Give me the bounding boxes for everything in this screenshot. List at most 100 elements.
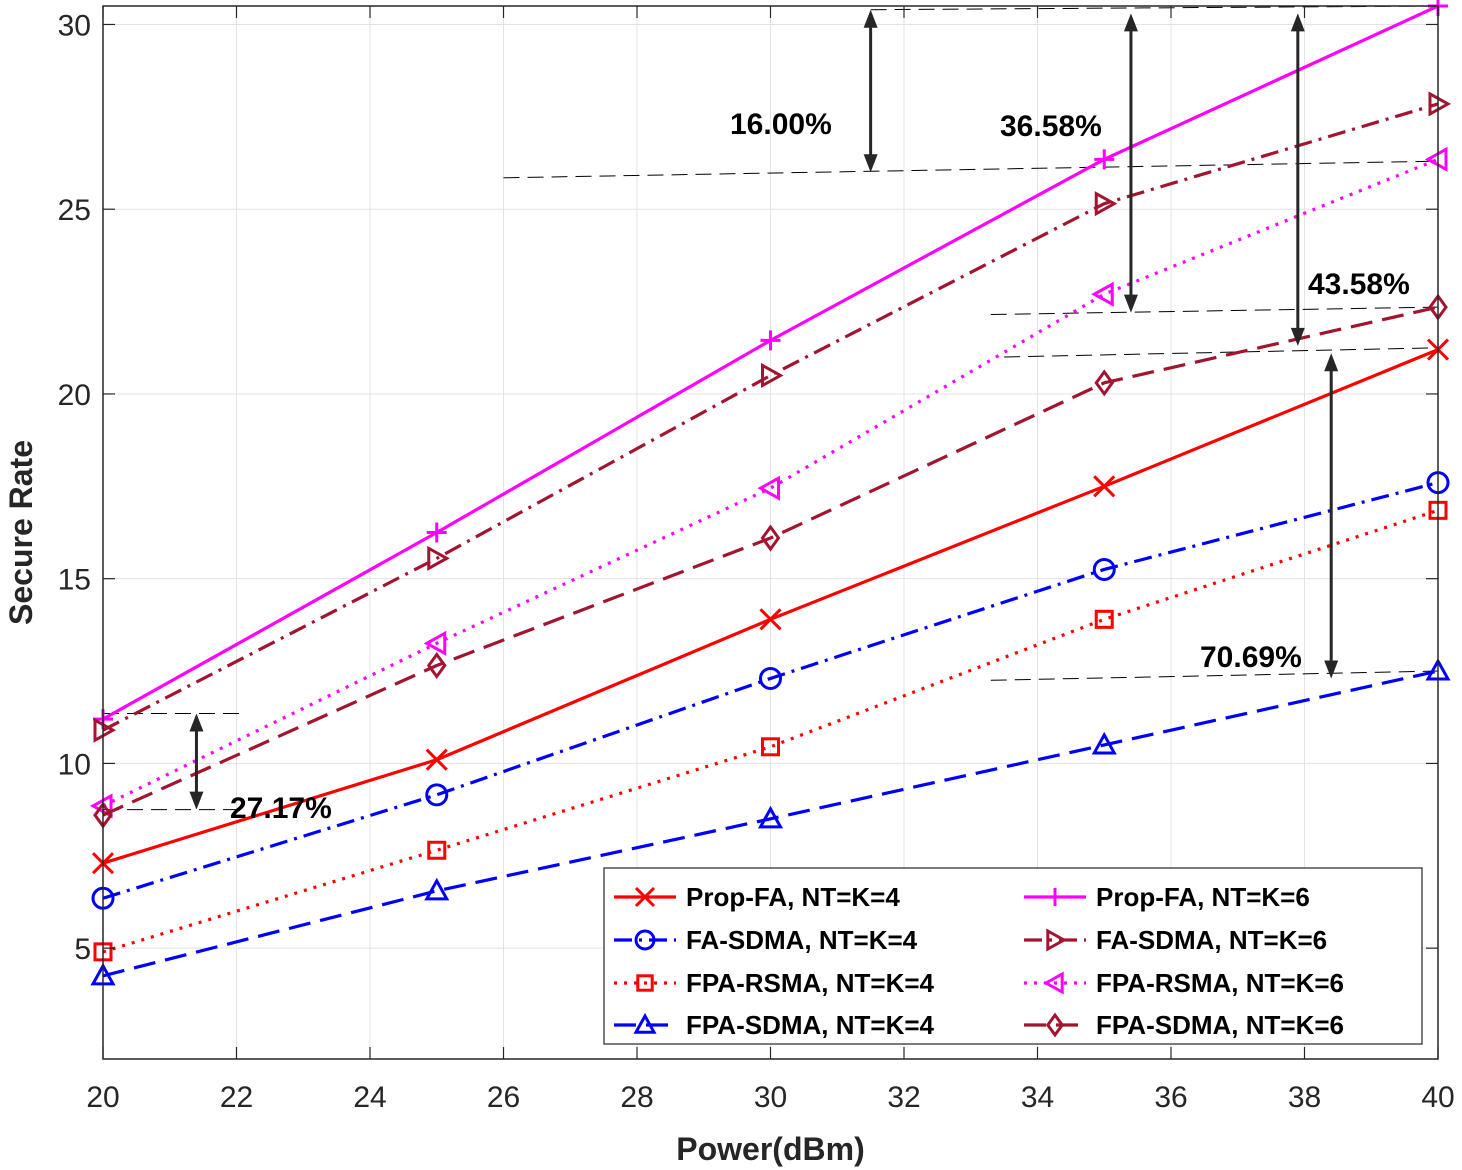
double-arrow	[1290, 13, 1305, 346]
marker-plus	[1046, 888, 1064, 906]
axis-ticks: 20 22 24 26 28 30 32 34 36 38 40 5 10 15 20 25 30	[58, 6, 1455, 1114]
legend-label: FPA-RSMA, NT=K=6	[1096, 968, 1344, 998]
legend-label: Prop-FA, NT=K=6	[1096, 882, 1310, 912]
legend-entry-1: FA-SDMA, NT=K=4	[614, 925, 918, 955]
series-line	[102, 481, 1439, 900]
marker-triangle-right	[761, 362, 784, 389]
marker-plus	[760, 330, 781, 351]
marker-square	[636, 974, 654, 992]
arrow-head-bottom	[863, 154, 878, 173]
marker-triangle-right	[1094, 191, 1118, 217]
legend-label: FA-SDMA, NT=K=6	[1096, 925, 1327, 955]
legend-entry-4: Prop-FA, NT=K=6	[1024, 882, 1310, 912]
marker-triangle-left	[423, 630, 447, 656]
y-tick-label: 30	[58, 9, 91, 42]
legend-label: FPA-RSMA, NT=K=4	[686, 968, 935, 998]
series-4	[93, 0, 1448, 730]
series-0	[91, 338, 1450, 875]
x-tick-label: 36	[1154, 1081, 1187, 1114]
arrow-head-bottom	[1290, 327, 1305, 346]
x-axis-label: Power(dBm)	[676, 1131, 864, 1167]
annotation-27-17: 27.17%	[230, 792, 332, 825]
marker-triangle-up	[424, 877, 450, 901]
marker-circle	[634, 929, 656, 951]
annotation-43-58: 43.58%	[1308, 268, 1410, 301]
marker-triangle-left	[1424, 146, 1448, 172]
series-line	[102, 508, 1439, 954]
legend-entry-0: Prop-FA, NT=K=4	[614, 882, 900, 912]
arrow-head-top	[1123, 13, 1138, 32]
x-tick-label: 26	[487, 1081, 520, 1114]
x-tick-label: 22	[220, 1081, 253, 1114]
x-tick-label: 30	[754, 1081, 787, 1114]
double-arrow	[863, 9, 878, 173]
y-tick-label: 10	[58, 748, 91, 781]
marker-triangle-right	[427, 545, 450, 571]
annotation-36-58: 36.58%	[1000, 110, 1102, 143]
marker-square	[761, 737, 780, 757]
marker-diamond	[426, 651, 447, 680]
marker-triangle-left	[1042, 971, 1064, 995]
legend-label: Prop-FA, NT=K=4	[686, 882, 900, 912]
reference-dashed-line	[503, 160, 1439, 179]
arrow-head-bottom	[189, 791, 204, 810]
reference-dashed-line	[990, 670, 1439, 681]
legend-label: FPA-SDMA, NT=K=6	[1096, 1010, 1344, 1040]
legend-label: FPA-SDMA, NT=K=4	[686, 1010, 935, 1040]
x-tick-label: 34	[1021, 1081, 1054, 1114]
marker-triangle-left	[89, 793, 113, 819]
double-arrow	[1123, 13, 1138, 313]
legend-entry-5: FA-SDMA, NT=K=6	[1024, 925, 1327, 955]
series-line	[102, 305, 1439, 817]
series-line	[102, 669, 1439, 978]
series-7	[93, 293, 1448, 829]
marker-triangle-left	[1091, 281, 1114, 307]
legend-entry-3: FPA-SDMA, NT=K=4	[614, 1010, 935, 1040]
double-arrow	[189, 713, 204, 810]
y-tick-label: 20	[58, 379, 91, 412]
arrow-head-top	[863, 9, 878, 28]
x-tick-label: 32	[887, 1081, 920, 1114]
marker-x	[759, 608, 782, 631]
arrow-head-bottom	[1324, 660, 1339, 679]
y-tick-label: 15	[58, 564, 91, 597]
arrow-head-top	[1324, 353, 1339, 372]
annotation-labels: 16.00% 36.58% 43.58% 70.69% 27.17%	[230, 108, 1410, 825]
x-tick-label: 38	[1288, 1081, 1321, 1114]
x-tick-label: 20	[86, 1081, 119, 1114]
x-tick-label: 40	[1421, 1081, 1454, 1114]
legend-entry-6: FPA-RSMA, NT=K=6	[1024, 968, 1344, 998]
arrow-head-top	[1290, 13, 1305, 32]
marker-triangle-right	[1046, 928, 1068, 952]
marker-x	[1093, 475, 1116, 498]
marker-circle	[1092, 557, 1116, 581]
x-tick-label: 24	[353, 1081, 386, 1114]
marker-diamond	[1094, 369, 1115, 397]
reference-dashed-line	[990, 306, 1439, 316]
legend-entry-2: FPA-RSMA, NT=K=4	[614, 968, 935, 998]
double-arrow	[1324, 353, 1339, 679]
series-5	[93, 91, 1452, 743]
series-6	[89, 146, 1448, 819]
marker-plus	[426, 522, 447, 543]
marker-square	[1094, 609, 1114, 629]
y-tick-label: 5	[74, 933, 91, 966]
marker-triangle-up	[1091, 731, 1117, 755]
reference-dashed-line	[1004, 347, 1439, 358]
marker-square	[427, 840, 447, 860]
y-axis-label: Secure Rate	[3, 440, 39, 625]
marker-x	[425, 748, 448, 771]
marker-plus	[1094, 149, 1115, 170]
reference-lines	[103, 5, 1439, 811]
y-tick-label: 25	[58, 194, 91, 227]
annotation-arrows	[189, 9, 1339, 810]
marker-triangle-up	[633, 1012, 657, 1034]
legend-label: FA-SDMA, NT=K=4	[686, 925, 918, 955]
legend-box	[603, 867, 1423, 1045]
series-1	[91, 471, 1450, 910]
marker-circle	[759, 666, 782, 690]
marker-triangle-left	[757, 475, 780, 501]
annotation-16-00: 16.00%	[730, 108, 832, 141]
arrow-head-bottom	[1123, 294, 1138, 313]
